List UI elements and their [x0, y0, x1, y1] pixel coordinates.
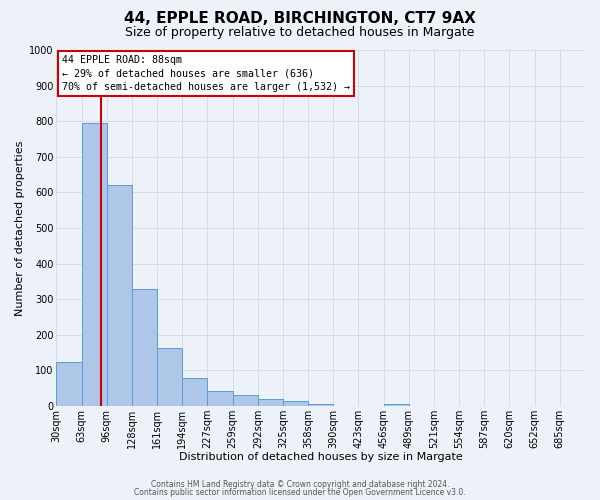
- Text: 44 EPPLE ROAD: 88sqm
← 29% of detached houses are smaller (636)
70% of semi-deta: 44 EPPLE ROAD: 88sqm ← 29% of detached h…: [62, 56, 350, 92]
- Bar: [233, 396, 258, 406]
- Bar: [56, 362, 82, 406]
- Bar: [157, 348, 182, 406]
- Bar: [208, 391, 233, 406]
- Bar: [182, 378, 208, 406]
- Bar: [258, 399, 283, 406]
- Y-axis label: Number of detached properties: Number of detached properties: [15, 140, 25, 316]
- Bar: [107, 186, 132, 406]
- Bar: [132, 288, 157, 406]
- Text: Contains public sector information licensed under the Open Government Licence v3: Contains public sector information licen…: [134, 488, 466, 497]
- Bar: [82, 123, 107, 406]
- X-axis label: Distribution of detached houses by size in Margate: Distribution of detached houses by size …: [179, 452, 463, 462]
- Bar: [308, 404, 334, 406]
- Text: 44, EPPLE ROAD, BIRCHINGTON, CT7 9AX: 44, EPPLE ROAD, BIRCHINGTON, CT7 9AX: [124, 11, 476, 26]
- Bar: [283, 400, 308, 406]
- Text: Size of property relative to detached houses in Margate: Size of property relative to detached ho…: [125, 26, 475, 39]
- Text: Contains HM Land Registry data © Crown copyright and database right 2024.: Contains HM Land Registry data © Crown c…: [151, 480, 449, 489]
- Bar: [383, 404, 409, 406]
